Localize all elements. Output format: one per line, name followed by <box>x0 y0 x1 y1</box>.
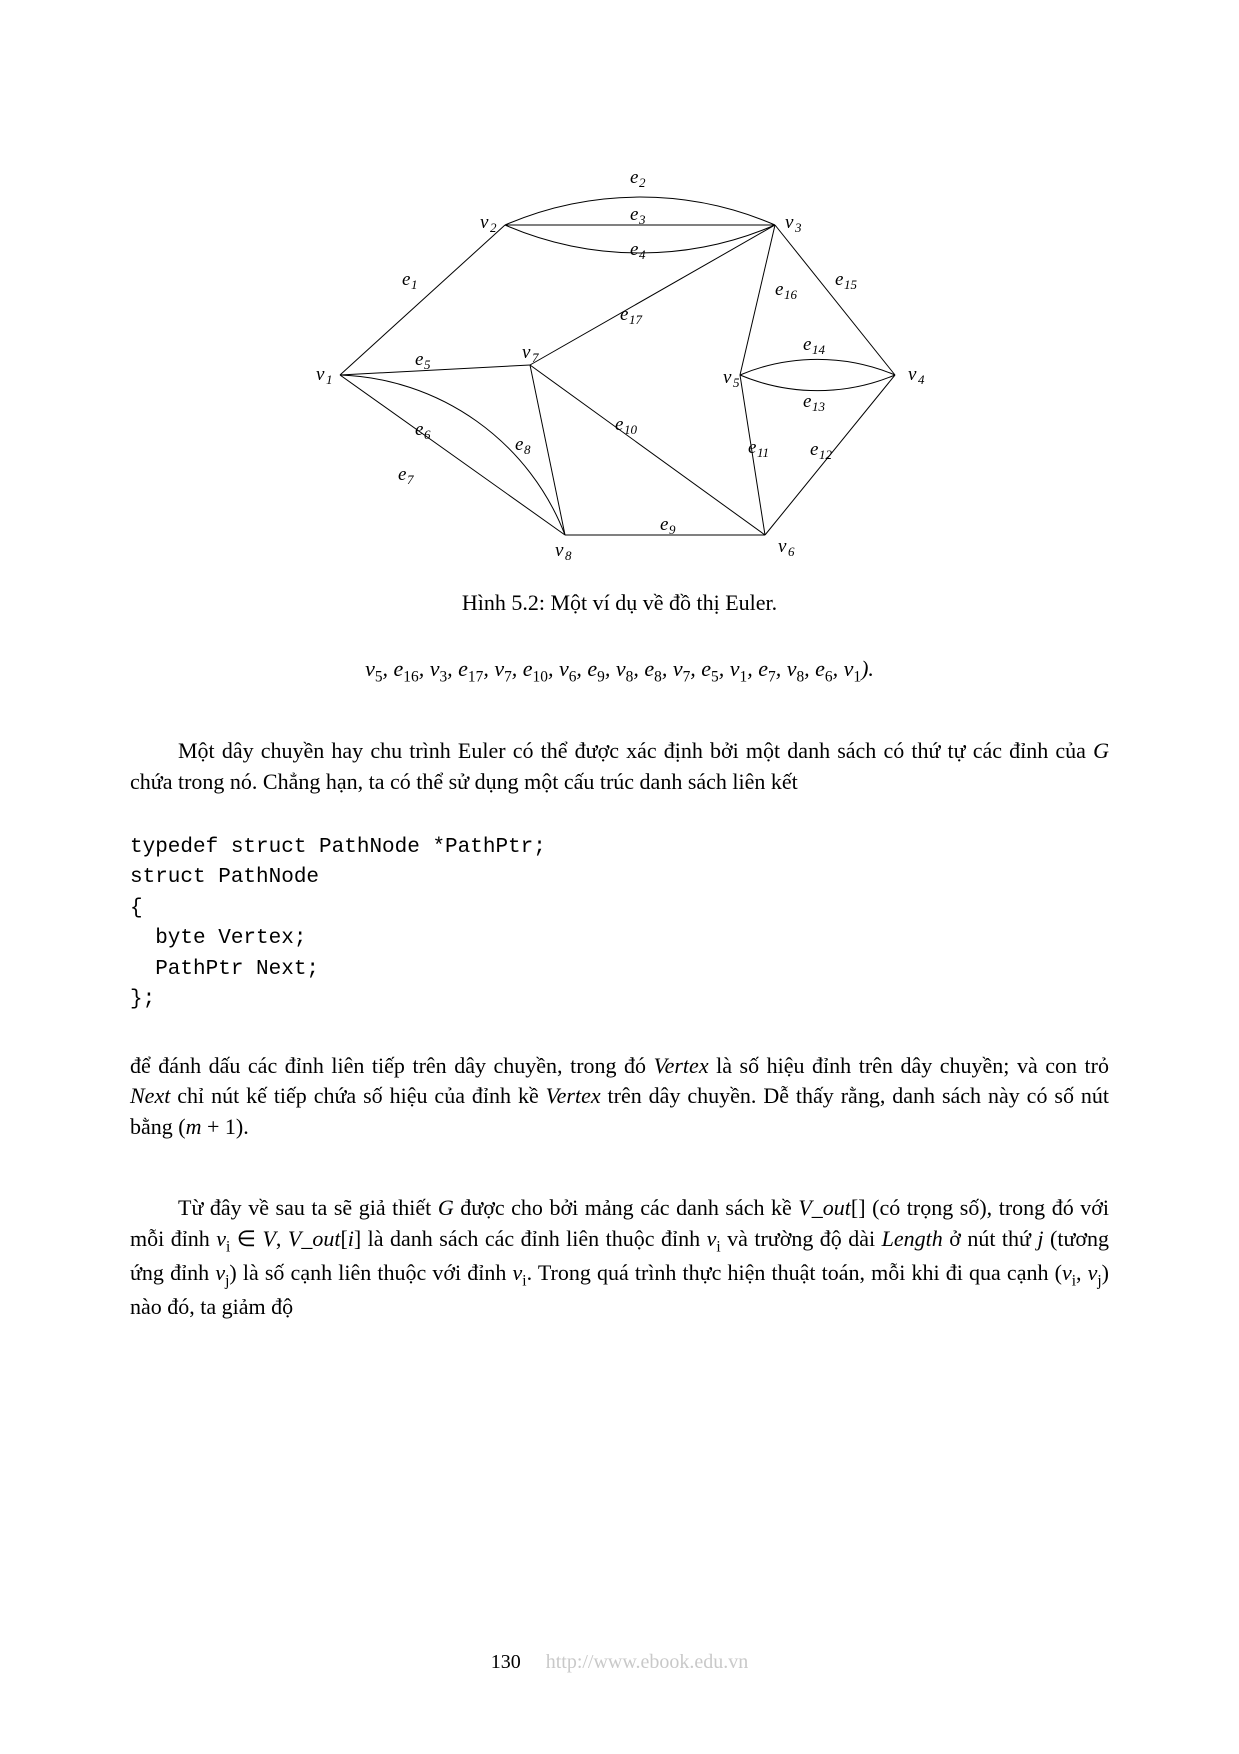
node-v1: v1 <box>316 364 333 387</box>
svg-text:14: 14 <box>812 342 826 357</box>
edge-e10 <box>530 365 765 535</box>
svg-text:v: v <box>316 364 325 385</box>
edge-label-e10: e10 <box>615 414 638 437</box>
svg-text:1: 1 <box>326 372 333 387</box>
svg-text:9: 9 <box>669 522 676 537</box>
svg-text:17: 17 <box>629 312 643 327</box>
edge-label-e11: e11 <box>748 437 769 460</box>
edge-label-e15: e15 <box>835 269 858 292</box>
svg-text:e: e <box>620 304 628 325</box>
node-v5: v5 <box>723 367 740 390</box>
page-footer: 130 http://www.ebook.edu.vn <box>0 1651 1239 1674</box>
svg-text:e: e <box>402 269 410 290</box>
svg-text:e: e <box>810 439 818 460</box>
node-v8: v8 <box>555 540 572 563</box>
paragraph-1: Một dây chuyền hay chu trình Euler có th… <box>130 736 1109 798</box>
edge-label-e12: e12 <box>810 439 833 462</box>
edge-label-e8: e8 <box>515 434 531 457</box>
svg-text:2: 2 <box>639 175 646 190</box>
edge-e6 <box>340 375 565 535</box>
figure-caption: Hình 5.2: Một ví dụ về đồ thị Euler. <box>130 590 1109 616</box>
svg-text:7: 7 <box>532 350 539 365</box>
svg-text:16: 16 <box>784 287 798 302</box>
edge-label-e13: e13 <box>803 391 826 414</box>
edge-e17 <box>530 225 775 365</box>
svg-text:12: 12 <box>819 447 833 462</box>
svg-text:8: 8 <box>524 442 531 457</box>
paragraph-2: để đánh dấu các đỉnh liên tiếp trên dây … <box>130 1051 1109 1143</box>
svg-text:v: v <box>785 212 794 233</box>
page-number: 130 <box>491 1651 521 1673</box>
svg-text:3: 3 <box>638 212 646 227</box>
edge-label-e2: e2 <box>630 167 646 190</box>
svg-text:e: e <box>515 434 523 455</box>
edge-label-e1: e1 <box>402 269 418 292</box>
svg-text:e: e <box>803 391 811 412</box>
svg-text:v: v <box>555 540 564 561</box>
code-pathnode: typedef struct PathNode *PathPtr; struct… <box>130 833 1109 1016</box>
node-v7: v7 <box>522 342 539 365</box>
euler-graph-svg: e1e2e3e4e5e6e7e8e9e10e11e12e13e14e15e16e… <box>280 140 960 570</box>
node-v2: v2 <box>480 212 497 235</box>
svg-text:4: 4 <box>918 372 925 387</box>
svg-text:11: 11 <box>757 445 769 460</box>
svg-text:4: 4 <box>639 247 646 262</box>
svg-text:e: e <box>660 514 668 535</box>
svg-text:e: e <box>630 239 638 260</box>
svg-text:e: e <box>415 349 423 370</box>
node-v6: v6 <box>778 536 795 559</box>
euler-sequence: v5, e16, v3, e17, v7, e10, v6, e9, v8, e… <box>130 656 1109 686</box>
edge-label-e4: e4 <box>630 239 646 262</box>
svg-text:e: e <box>775 279 783 300</box>
svg-text:6: 6 <box>788 544 795 559</box>
footer-url: http://www.ebook.edu.vn <box>546 1651 749 1673</box>
svg-text:v: v <box>908 364 917 385</box>
edge-label-e9: e9 <box>660 514 676 537</box>
node-v3: v3 <box>785 212 802 235</box>
svg-text:e: e <box>803 334 811 355</box>
svg-text:v: v <box>778 536 787 557</box>
node-v4: v4 <box>908 364 925 387</box>
svg-text:e: e <box>398 464 406 485</box>
edge-label-e6: e6 <box>415 419 431 442</box>
paragraph-3: Từ đây về sau ta sẽ giả thiết G được cho… <box>130 1193 1109 1323</box>
figure-euler-graph: e1e2e3e4e5e6e7e8e9e10e11e12e13e14e15e16e… <box>130 140 1109 570</box>
edge-e13 <box>740 359 895 375</box>
svg-text:5: 5 <box>733 375 740 390</box>
svg-text:3: 3 <box>794 220 802 235</box>
svg-text:8: 8 <box>565 548 572 563</box>
svg-text:v: v <box>522 342 531 363</box>
svg-text:13: 13 <box>812 399 826 414</box>
svg-text:e: e <box>748 437 756 458</box>
svg-text:2: 2 <box>490 220 497 235</box>
svg-text:v: v <box>480 212 489 233</box>
edge-label-e14: e14 <box>803 334 826 357</box>
svg-text:7: 7 <box>407 472 414 487</box>
svg-text:10: 10 <box>624 422 638 437</box>
svg-text:e: e <box>835 269 843 290</box>
svg-text:e: e <box>630 204 638 225</box>
edge-e5 <box>340 365 530 375</box>
edge-e14 <box>740 375 895 391</box>
svg-text:1: 1 <box>411 277 418 292</box>
svg-text:6: 6 <box>424 427 431 442</box>
edge-label-e3: e3 <box>630 204 646 227</box>
edge-e16 <box>740 225 775 375</box>
svg-text:v: v <box>723 367 732 388</box>
svg-text:5: 5 <box>424 357 431 372</box>
edge-label-e7: e7 <box>398 464 414 487</box>
svg-text:e: e <box>415 419 423 440</box>
edge-e8 <box>530 365 565 535</box>
svg-text:15: 15 <box>844 277 858 292</box>
svg-text:e: e <box>615 414 623 435</box>
edge-label-e5: e5 <box>415 349 431 372</box>
edge-label-e16: e16 <box>775 279 798 302</box>
svg-text:e: e <box>630 167 638 188</box>
